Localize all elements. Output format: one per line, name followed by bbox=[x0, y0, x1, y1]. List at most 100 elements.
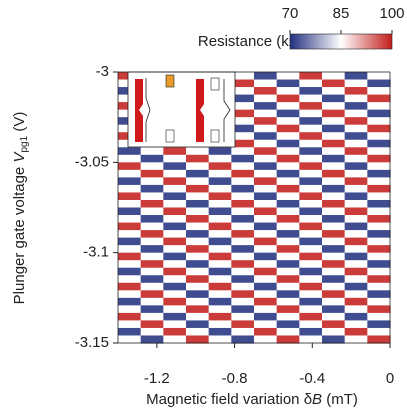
heatmap-cell bbox=[208, 312, 232, 322]
heatmap-cell bbox=[276, 79, 300, 88]
heatmap-cell bbox=[231, 297, 255, 306]
heatmap-cell bbox=[208, 275, 232, 284]
heatmap-cell bbox=[186, 327, 210, 337]
heatmap-cell bbox=[254, 305, 278, 314]
heatmap-cell bbox=[231, 192, 255, 201]
heatmap-cell bbox=[254, 335, 278, 344]
heatmap-cell bbox=[254, 117, 278, 126]
heatmap-cell bbox=[163, 312, 187, 322]
heatmap-cell bbox=[231, 252, 255, 261]
heatmap-cell bbox=[276, 297, 300, 306]
heatmap-cell bbox=[118, 335, 142, 344]
heatmap-cell bbox=[322, 94, 346, 103]
heatmap-cell bbox=[140, 177, 164, 186]
heatmap-cell bbox=[322, 184, 346, 194]
heatmap-cell bbox=[140, 312, 164, 322]
heatmap-cell bbox=[140, 215, 164, 224]
heatmap-cell bbox=[322, 230, 346, 239]
heatmap-cell bbox=[254, 275, 278, 284]
heatmap-cell bbox=[186, 260, 210, 269]
heatmap-cell bbox=[208, 237, 232, 246]
heatmap-cell bbox=[322, 132, 346, 141]
heatmap-cell bbox=[254, 192, 278, 201]
heatmap-cell bbox=[231, 132, 255, 141]
x-tick-label: 0 bbox=[386, 370, 394, 387]
heatmap-cell bbox=[367, 147, 391, 156]
heatmap-cell bbox=[118, 215, 142, 224]
heatmap-cell bbox=[208, 305, 232, 314]
heatmap-cell bbox=[231, 102, 255, 111]
heatmap-cell bbox=[254, 245, 278, 254]
heatmap-cell bbox=[322, 139, 346, 148]
heatmap-cell bbox=[118, 192, 142, 201]
heatmap-cell bbox=[276, 335, 300, 344]
heatmap-cell bbox=[276, 177, 300, 186]
heatmap-cell bbox=[276, 192, 300, 201]
heatmap-cell bbox=[208, 154, 232, 163]
heatmap-cell bbox=[140, 320, 164, 329]
heatmap-cell bbox=[254, 132, 278, 141]
heatmap-cell bbox=[254, 109, 278, 118]
heatmap-cell bbox=[118, 169, 142, 178]
heatmap-cell bbox=[231, 335, 255, 344]
heatmap-cell bbox=[367, 117, 391, 126]
heatmap-cell bbox=[140, 147, 164, 156]
heatmap-cell bbox=[322, 72, 346, 81]
heatmap-cell bbox=[276, 199, 300, 209]
heatmap-cell bbox=[276, 94, 300, 103]
heatmap-cell bbox=[276, 290, 300, 299]
heatmap-cell bbox=[276, 72, 300, 81]
heatmap-cell bbox=[344, 177, 368, 186]
heatmap-cell bbox=[299, 312, 323, 322]
heatmap-cell bbox=[367, 245, 391, 254]
heatmap-cell bbox=[254, 312, 278, 322]
heatmap-cell bbox=[276, 252, 300, 261]
heatmap-cell bbox=[299, 109, 323, 118]
heatmap-cell bbox=[276, 230, 300, 239]
heatmap-cell bbox=[208, 184, 232, 194]
heatmap-cell bbox=[231, 245, 255, 254]
heatmap-cell bbox=[118, 245, 142, 254]
heatmap-cell bbox=[231, 109, 255, 118]
heatmap-cell bbox=[186, 192, 210, 201]
heatmap-cell bbox=[367, 199, 391, 209]
heatmap-cell bbox=[299, 72, 323, 81]
heatmap-cell bbox=[344, 290, 368, 299]
heatmap-cell bbox=[276, 222, 300, 231]
colorbar-tick-label: 70 bbox=[282, 5, 299, 22]
heatmap-cell bbox=[322, 215, 346, 224]
heatmap-cell bbox=[276, 132, 300, 141]
heatmap-cell bbox=[186, 154, 210, 163]
heatmap-cell bbox=[231, 327, 255, 337]
heatmap-cell bbox=[344, 72, 368, 81]
device-inset bbox=[127, 71, 236, 148]
colorbar bbox=[289, 33, 393, 50]
heatmap-cell bbox=[186, 215, 210, 224]
heatmap-cell bbox=[367, 169, 391, 178]
x-tick-label: -0.8 bbox=[222, 370, 248, 387]
heatmap-cell bbox=[231, 230, 255, 239]
heatmap-cell bbox=[299, 184, 323, 194]
heatmap-cell bbox=[186, 320, 210, 329]
heatmap-cell bbox=[299, 207, 323, 216]
heatmap-cell bbox=[254, 147, 278, 156]
heatmap-cell bbox=[276, 207, 300, 216]
heatmap-cell bbox=[208, 327, 232, 337]
heatmap-cell bbox=[231, 222, 255, 231]
heatmap-cell bbox=[254, 222, 278, 231]
heatmap-cell bbox=[186, 290, 210, 299]
heatmap-cell bbox=[186, 245, 210, 254]
heatmap-cell bbox=[367, 154, 391, 163]
heatmap-cell bbox=[322, 267, 346, 276]
heatmap-cell bbox=[367, 72, 391, 81]
heatmap-cell bbox=[367, 260, 391, 269]
heatmap-cell bbox=[140, 290, 164, 299]
heatmap-cell bbox=[276, 275, 300, 284]
heatmap-cell bbox=[163, 147, 187, 156]
heatmap-cell bbox=[231, 87, 255, 96]
heatmap-cell bbox=[254, 282, 278, 291]
heatmap-cell bbox=[344, 252, 368, 261]
heatmap-cell bbox=[322, 192, 346, 201]
heatmap-cell bbox=[367, 237, 391, 246]
heatmap-cell bbox=[367, 109, 391, 118]
